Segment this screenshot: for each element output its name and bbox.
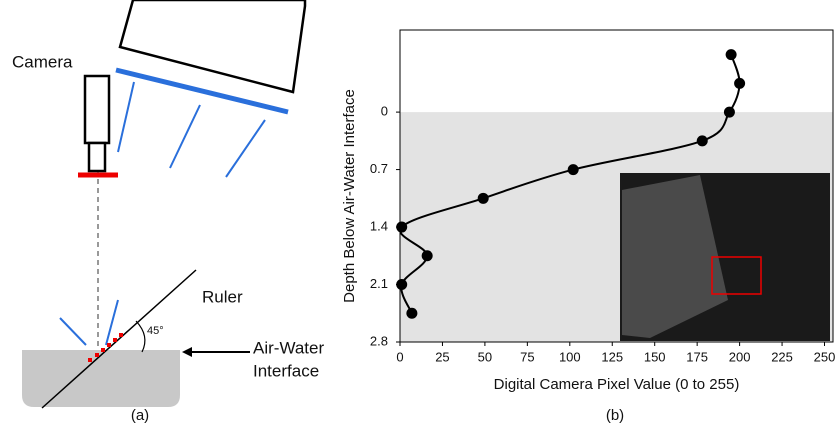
ruler-label: Ruler [202,287,243,306]
diagram: Camera Ruler 45° Air-Water Interface (a) [12,0,324,424]
angle-arc [136,321,145,352]
light-ray [226,120,265,177]
light-ray [170,105,200,168]
x-tick-label: 175 [686,349,708,364]
y-tick-label: 0 [381,104,388,119]
x-tick-label: 25 [435,349,449,364]
y-axis-label: Depth Below Air-Water Interface [341,89,358,303]
x-tick-label: 125 [601,349,623,364]
data-point [396,222,407,233]
y-tick-label: 2.8 [370,333,388,348]
arrow-head [182,347,192,357]
angle-label: 45° [147,325,164,337]
camera-lens [89,143,105,171]
data-point [724,107,735,118]
data-point [568,164,579,175]
camera-body [85,76,109,143]
data-point [478,193,489,204]
x-tick-label: 225 [771,349,793,364]
data-point [726,49,737,60]
figure: Camera Ruler 45° Air-Water Interface (a)… [0,0,839,430]
x-tick-label: 200 [729,349,751,364]
y-tick-label: 0.7 [370,161,388,176]
panel-label: (b) [606,407,624,424]
light-ray [118,82,134,152]
panel-label: (a) [131,407,149,424]
y-tick-label: 1.4 [370,218,388,233]
light-ray [60,318,86,345]
x-tick-label: 250 [814,349,836,364]
interface-label: Air-Water [253,338,324,357]
x-tick-label: 50 [478,349,492,364]
x-tick-label: 0 [396,349,403,364]
data-point [396,279,407,290]
data-point [406,308,417,319]
data-point [697,135,708,146]
data-point [734,78,745,89]
x-tick-label: 150 [644,349,666,364]
x-axis-label: Digital Camera Pixel Value (0 to 255) [494,376,740,393]
x-tick-label: 75 [520,349,534,364]
x-tick-label: 100 [559,349,581,364]
water-tank [22,350,180,407]
y-tick-label: 2.1 [370,276,388,291]
data-point [422,250,433,261]
camera-label: Camera [12,52,73,71]
interface-label: Interface [253,361,319,380]
chart: 0 25 50 75 100 125 150 175 200 225 250 0 0.7 1.4 2.1 2.… [341,30,835,424]
